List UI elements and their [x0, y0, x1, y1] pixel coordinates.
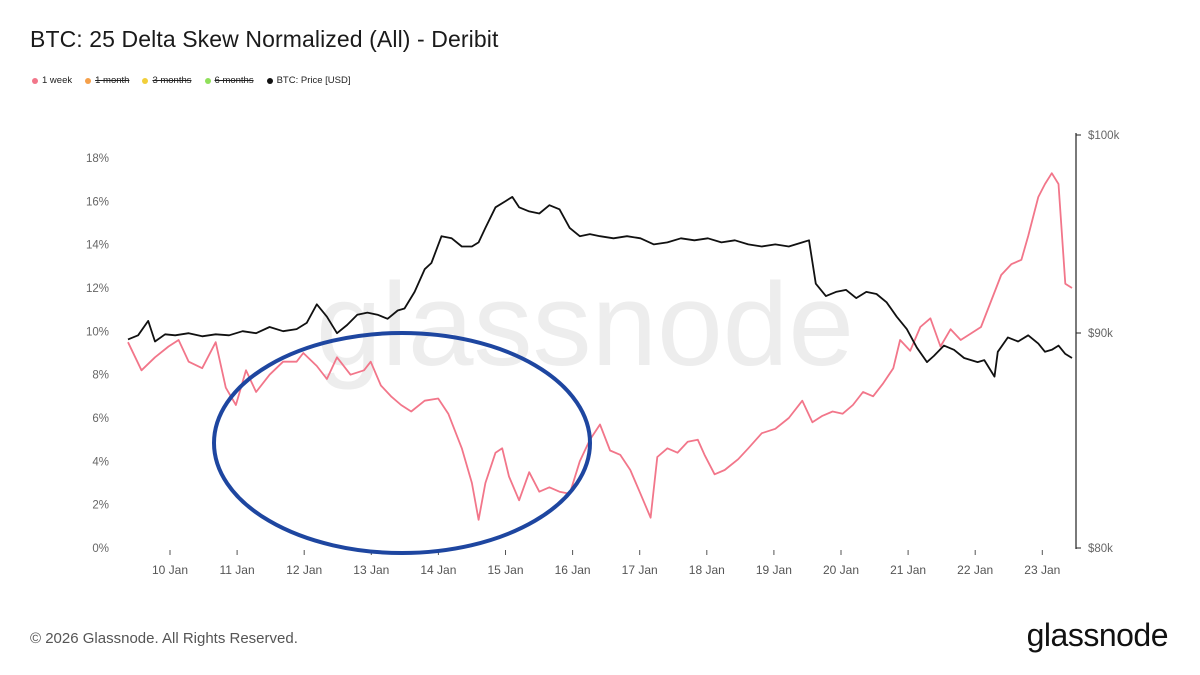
x-tick-label: 10 Jan	[152, 563, 188, 577]
x-tick-label: 12 Jan	[286, 563, 322, 577]
legend-label: 1 month	[95, 75, 130, 86]
legend-label: 1 week	[42, 75, 73, 86]
legend-item-3-months[interactable]: 3 months	[142, 75, 192, 86]
x-tick-label: 16 Jan	[555, 563, 591, 577]
series-line-1-week	[127, 172, 1073, 521]
y-left-tick-label: 18%	[86, 153, 109, 165]
x-tick-label: 20 Jan	[823, 563, 859, 577]
y-right-tick-label: $80k	[1088, 543, 1113, 555]
x-tick-label: 11 Jan	[220, 563, 255, 577]
y-left-tick-label: 8%	[92, 370, 109, 382]
x-tick-label: 13 Jan	[353, 563, 389, 577]
watermark-logo: glassnode	[316, 259, 854, 391]
legend-item-1-month[interactable]: 1 month	[85, 75, 129, 86]
series-line-btc-price	[127, 196, 1073, 378]
x-tick-label: 23 Jan	[1024, 563, 1060, 577]
x-axis: 10 Jan 11 Jan 12 Jan 13 Jan 14 Jan 15 Jan 16 J…	[152, 550, 1060, 577]
series-layer	[127, 172, 1073, 521]
y-left-tick-label: 4%	[92, 456, 109, 468]
x-tick-label: 18 Jan	[689, 563, 725, 577]
legend-item-btc-price[interactable]: BTC: Price [USD]	[266, 75, 351, 86]
y-left-tick-label: 6%	[92, 413, 109, 425]
legend-item-6-months[interactable]: 6 months	[204, 75, 254, 86]
x-tick-label: 15 Jan	[487, 563, 523, 577]
legend-item-1-week[interactable]: 1 week	[32, 75, 72, 86]
highlight-ellipse	[212, 331, 592, 555]
chart-title: BTC: 25 Delta Skew Normalized (All) - De…	[30, 26, 499, 52]
y-left-tick-label: 14%	[86, 240, 109, 252]
y-axis-right: $80k $90k $100k	[1075, 130, 1120, 555]
legend-label: 6 months	[214, 75, 254, 86]
y-right-tick-label: $100k	[1088, 130, 1120, 142]
legend-dot-icon	[266, 77, 273, 84]
y-left-tick-label: 10%	[86, 326, 109, 338]
legend-label: BTC: Price [USD]	[276, 75, 351, 86]
x-tick-label: 21 Jan	[890, 563, 926, 577]
y-right-tick-label: $90k	[1088, 328, 1113, 340]
x-tick-label: 17 Jan	[622, 563, 658, 577]
copyright-text: © 2026 Glassnode. All Rights Reserved.	[30, 630, 298, 647]
y-left-tick-label: 0%	[92, 543, 109, 555]
y-left-tick-label: 12%	[86, 283, 109, 295]
legend-dot-icon	[204, 77, 211, 84]
legend-label: 3 months	[152, 75, 192, 86]
y-axis-left: 0% 2% 4% 6% 8% 10% 12% 14% 16% 18%	[86, 153, 109, 555]
y-left-tick-label: 2%	[92, 500, 109, 512]
x-tick-label: 19 Jan	[756, 563, 792, 577]
legend-dot-icon	[32, 77, 38, 84]
y-left-tick-label: 16%	[86, 196, 109, 208]
legend: 1 week 1 month 3 months 6 months BTC: Pr…	[32, 75, 351, 86]
x-tick-label: 14 Jan	[420, 563, 456, 577]
legend-dot-icon	[85, 77, 92, 84]
x-tick-label: 22 Jan	[957, 563, 993, 577]
legend-dot-icon	[142, 77, 149, 84]
brand-logo: glassnode	[1026, 617, 1169, 653]
